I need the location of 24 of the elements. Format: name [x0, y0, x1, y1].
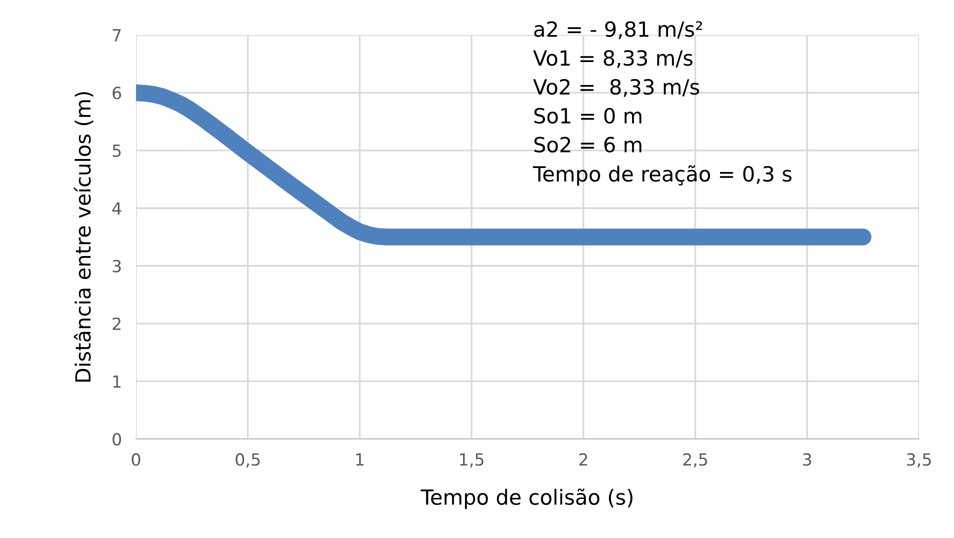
x-tick-label: 0 — [132, 453, 140, 466]
x-tick-label: 3,5 — [907, 453, 931, 468]
y-tick-label: 6 — [112, 86, 122, 100]
y-tick-label: 5 — [112, 144, 121, 157]
annotation: So2 = 6 m — [534, 136, 642, 153]
y-tick-label: 0 — [112, 432, 122, 446]
annotation: So1 = 0 m — [534, 108, 642, 124]
x-tick-label: 2 — [579, 453, 588, 466]
y-tick-label: 4 — [112, 202, 122, 214]
y-tick-label: 2 — [112, 318, 120, 330]
annotation: a2 = - 9,81 m/s² — [534, 21, 702, 40]
y-axis-title: Distância entre veículos (m) — [74, 92, 94, 382]
x-tick-label: 1,5 — [460, 453, 484, 468]
annotation: Vo2 = 8,33 m/s — [533, 79, 700, 97]
y-tick-label: 1 — [113, 375, 121, 388]
x-tick-label: 3 — [803, 453, 812, 466]
x-tick-label: 2,5 — [683, 453, 708, 468]
annotation: Tempo de reação = 0,3 s — [532, 165, 792, 186]
y-tick-label: 7 — [112, 29, 121, 42]
x-tick-label: 0,5 — [236, 453, 260, 468]
x-axis-title: Tempo de colisão (s) — [420, 488, 632, 509]
x-tick-label: 1 — [356, 453, 364, 466]
y-tick-label: 3 — [112, 260, 121, 272]
annotation: Vo1 = 8,33 m/s — [533, 50, 692, 68]
